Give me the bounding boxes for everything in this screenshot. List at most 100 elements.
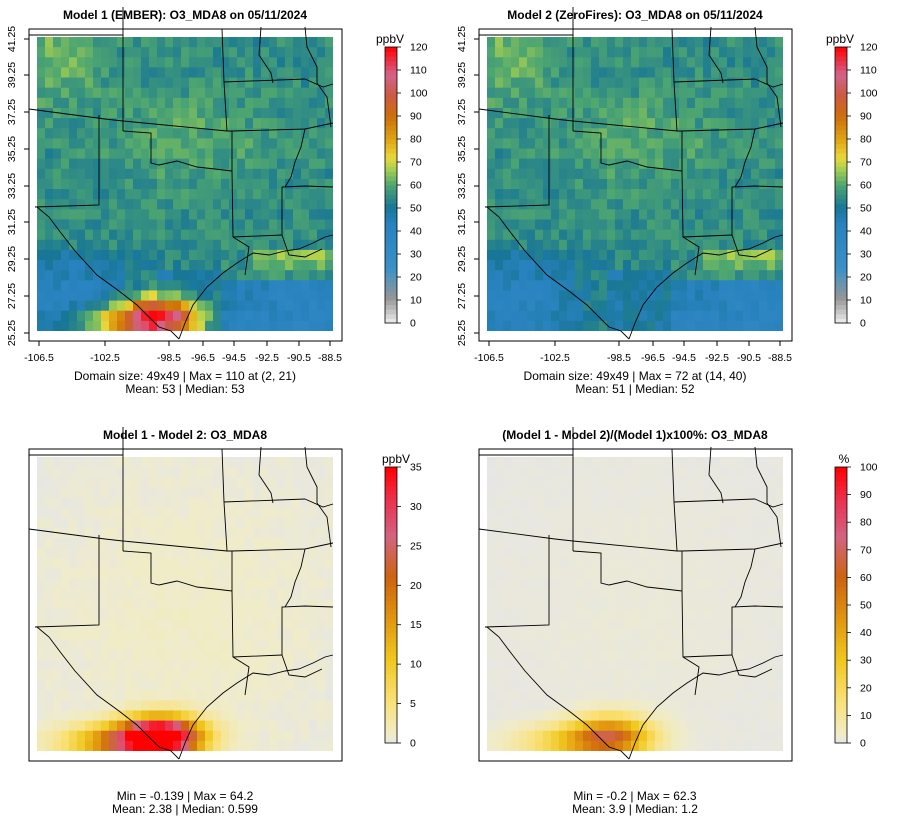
heatmap-cell: [695, 558, 704, 570]
heatmap-cell: [221, 740, 230, 751]
heatmap-cell: [237, 730, 246, 742]
heatmap-cell: [703, 548, 712, 559]
heatmap-cell: [149, 598, 158, 610]
heatmap-cell: [61, 649, 70, 661]
heatmap-cell: [615, 649, 624, 661]
heatmap-cell: [671, 158, 680, 170]
heatmap-cell: [631, 700, 640, 712]
heatmap-cell: [615, 209, 624, 221]
colorbar-swatch: [385, 720, 397, 726]
heatmap-cell: [165, 467, 174, 478]
heatmap-cell: [285, 649, 294, 661]
heatmap-cell: [751, 239, 760, 251]
heatmap-cell: [213, 690, 222, 701]
state-boundary-line: [304, 446, 332, 548]
heatmap-cell: [647, 118, 656, 129]
heatmap-cell: [607, 629, 616, 641]
heatmap-cell: [213, 300, 222, 312]
heatmap-cell: [269, 178, 278, 190]
colorbar-swatch: [835, 217, 847, 223]
heatmap-cell: [655, 67, 664, 79]
heatmap-cell: [519, 669, 528, 681]
heatmap-cell: [671, 67, 680, 79]
heatmap-cell: [109, 37, 118, 48]
heatmap-cell: [655, 47, 664, 58]
heatmap-cell: [655, 598, 664, 610]
colorbar-swatch: [835, 577, 847, 583]
state-boundaries: [28, 427, 334, 760]
heatmap-cell: [205, 158, 214, 170]
colorbar-tick-label: 30: [410, 249, 422, 261]
heatmap-cell: [101, 148, 110, 160]
heatmap-cell: [189, 67, 198, 79]
heatmap-cell: [687, 609, 696, 620]
heatmap-cell: [181, 507, 190, 519]
heatmap-cell: [93, 239, 102, 251]
heatmap-cell: [535, 87, 544, 99]
heatmap-cell: [205, 710, 214, 722]
heatmap-cell: [687, 730, 696, 742]
heatmap-cell: [173, 189, 182, 200]
heatmap-cell: [495, 47, 504, 58]
heatmap-cell: [687, 260, 696, 271]
heatmap-cell: [751, 619, 760, 630]
heatmap-cell: [503, 527, 512, 539]
heatmap-cell: [551, 690, 560, 701]
heatmap-cell: [607, 669, 616, 681]
heatmap-cell: [133, 128, 142, 139]
heatmap-cell: [535, 548, 544, 559]
heatmap-cell: [647, 700, 656, 712]
heatmap-cell: [775, 219, 783, 231]
heatmap-cell: [101, 578, 110, 590]
heatmap-cell: [511, 57, 520, 69]
heatmap-cell: [69, 629, 78, 641]
heatmap-cell: [759, 588, 768, 600]
heatmap-cell: [133, 457, 142, 468]
heatmap-cell: [663, 178, 672, 190]
heatmap-cell: [261, 730, 270, 742]
heatmap-cell: [261, 477, 270, 489]
heatmap-cell: [575, 290, 584, 302]
heatmap-cell: [277, 609, 286, 620]
heatmap-cell: [173, 538, 182, 549]
heatmap-cell: [759, 260, 768, 271]
heatmap-cell: [213, 107, 222, 119]
heatmap-cell: [703, 487, 712, 499]
heatmap-cell: [133, 558, 142, 570]
heatmap-cell: [125, 609, 134, 620]
colorbar-swatch: [385, 143, 397, 149]
heatmap-cell: [751, 669, 760, 681]
heatmap-cell: [631, 507, 640, 519]
heatmap-cell: [567, 517, 576, 529]
heatmap-cell: [53, 669, 62, 681]
state-boundary-line: [104, 118, 232, 132]
colorbar-tick-label: 60: [410, 180, 422, 192]
heatmap-cell: [109, 669, 118, 681]
heatmap-cell: [325, 199, 333, 210]
heatmap-cell: [181, 87, 190, 99]
heatmap-cell: [237, 568, 246, 580]
heatmap-cell: [559, 649, 568, 661]
heatmap-cell: [69, 148, 78, 160]
heatmap-cell: [317, 669, 326, 681]
heatmap-cell: [583, 87, 592, 99]
heatmap-cell: [77, 700, 86, 712]
heatmap-cell: [93, 168, 102, 180]
heatmap-cell: [599, 588, 608, 600]
heatmap-cell: [109, 690, 118, 701]
heatmap-cell: [599, 700, 608, 712]
heatmap-cell: [189, 578, 198, 590]
heatmap-cell: [687, 659, 696, 671]
heatmap-cell: [309, 598, 318, 610]
heatmap-cell: [61, 178, 70, 190]
heatmap-cell: [93, 558, 102, 570]
heatmap-cell: [503, 740, 512, 751]
heatmap-cell: [237, 219, 246, 231]
heatmap-cell: [157, 87, 166, 99]
colorbar-swatch: [385, 697, 397, 703]
heatmap-cell: [535, 740, 544, 751]
heatmap-cell: [711, 87, 720, 99]
heatmap-cell: [583, 700, 592, 712]
heatmap-cell: [727, 138, 736, 150]
heatmap-cell: [679, 507, 688, 519]
